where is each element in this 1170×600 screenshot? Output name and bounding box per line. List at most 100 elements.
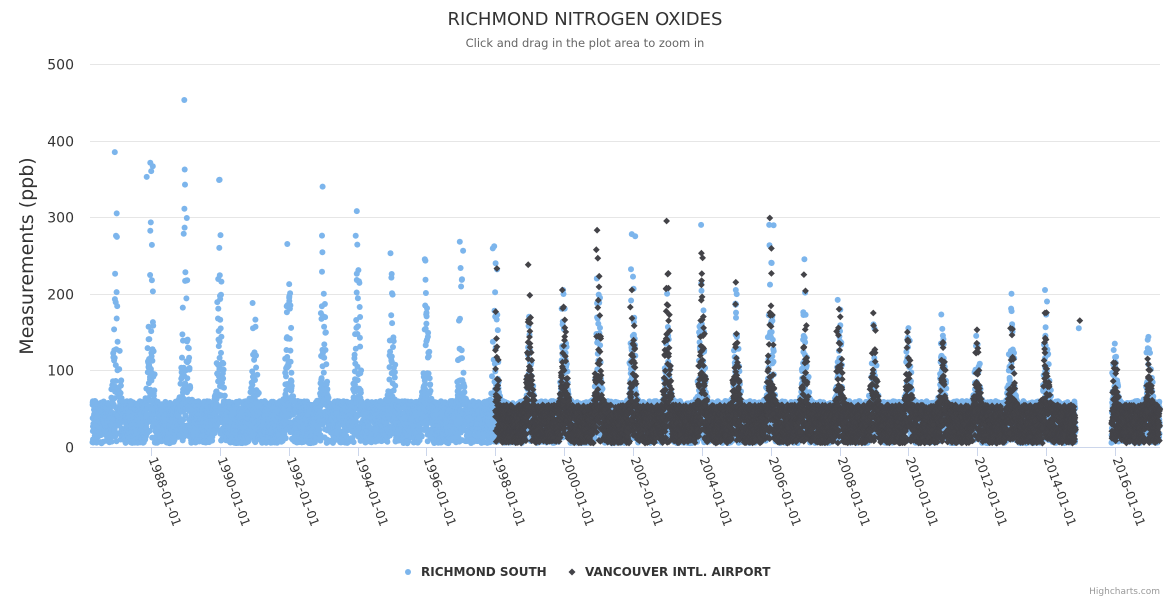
data-point — [114, 338, 121, 345]
data-point — [424, 305, 430, 312]
data-point — [221, 392, 228, 399]
data-point — [492, 260, 499, 267]
data-point — [320, 290, 327, 297]
data-point — [319, 232, 325, 239]
data-point — [459, 276, 465, 283]
data-point — [287, 290, 294, 297]
data-point — [354, 241, 361, 248]
data-point — [112, 270, 119, 277]
data-point — [457, 315, 463, 322]
data-point — [325, 394, 332, 401]
data-point — [426, 348, 433, 355]
data-point — [461, 389, 468, 396]
data-point — [180, 230, 187, 237]
data-point — [218, 349, 224, 356]
data-point — [150, 322, 157, 329]
data-point — [288, 382, 295, 389]
data-point — [492, 289, 499, 296]
data-point — [352, 232, 359, 239]
data-point — [287, 347, 294, 354]
data-point — [357, 314, 364, 320]
data-point — [149, 288, 156, 295]
data-point — [253, 352, 259, 359]
data-point — [143, 173, 150, 180]
data-point — [184, 336, 191, 343]
y-tick-label: 500 — [47, 58, 74, 74]
data-point — [183, 295, 190, 302]
data-point — [111, 326, 118, 333]
data-point — [322, 329, 329, 336]
data-point — [220, 366, 227, 373]
data-point — [116, 366, 123, 373]
data-point — [389, 291, 396, 298]
data-point — [218, 333, 225, 340]
data-point — [461, 384, 468, 390]
data-point — [321, 341, 328, 348]
data-point — [425, 329, 432, 336]
data-point — [288, 324, 295, 331]
plot-area[interactable] — [89, 97, 1164, 447]
data-point — [287, 302, 294, 309]
series-richmond-south — [89, 97, 1163, 447]
data-point — [426, 375, 433, 382]
data-point — [351, 351, 358, 358]
data-point — [353, 289, 360, 296]
data-point — [148, 328, 155, 335]
data-point — [111, 354, 118, 361]
y-tick-label: 300 — [47, 211, 74, 227]
data-point — [321, 323, 328, 330]
data-point — [187, 384, 194, 391]
data-point — [181, 205, 188, 212]
data-point — [427, 381, 434, 388]
data-point — [391, 374, 398, 381]
data-point — [423, 313, 430, 320]
data-point — [116, 347, 123, 354]
data-point — [322, 347, 329, 353]
data-point — [355, 323, 361, 330]
data-point — [418, 433, 425, 440]
data-point — [147, 227, 154, 234]
data-point — [354, 377, 361, 384]
data-point — [427, 387, 434, 394]
data-point — [489, 373, 495, 380]
data-point — [217, 325, 224, 332]
data-point — [286, 281, 293, 288]
data-point — [392, 361, 399, 368]
data-point — [288, 369, 295, 376]
data-point — [459, 355, 465, 362]
data-point — [287, 358, 294, 365]
data-point — [253, 364, 260, 371]
data-point — [218, 291, 224, 298]
data-point — [388, 271, 395, 277]
data-point — [390, 344, 396, 350]
data-point — [117, 382, 124, 389]
data-point — [350, 439, 357, 446]
data-point — [184, 375, 191, 382]
data-point — [148, 277, 155, 284]
data-point — [322, 314, 329, 321]
y-tick-label: 100 — [47, 364, 74, 380]
data-point — [118, 377, 125, 384]
data-point — [182, 181, 188, 188]
data-point — [255, 390, 262, 396]
data-point — [252, 316, 259, 323]
data-point — [390, 338, 397, 345]
data-point — [388, 353, 395, 360]
data-point — [320, 369, 327, 376]
data-point — [217, 232, 224, 239]
data-point — [185, 345, 192, 352]
data-point — [113, 289, 120, 296]
data-point — [318, 375, 325, 382]
data-point — [324, 378, 331, 385]
data-point — [283, 373, 289, 380]
data-point — [147, 219, 154, 226]
data-point — [182, 269, 189, 276]
data-point — [324, 386, 331, 393]
data-point — [112, 362, 119, 369]
data-point — [220, 375, 227, 382]
data-point — [113, 233, 120, 240]
chart-title: RICHMOND NITROGEN OXIDES — [448, 9, 723, 30]
y-tick-label: 400 — [47, 135, 74, 151]
